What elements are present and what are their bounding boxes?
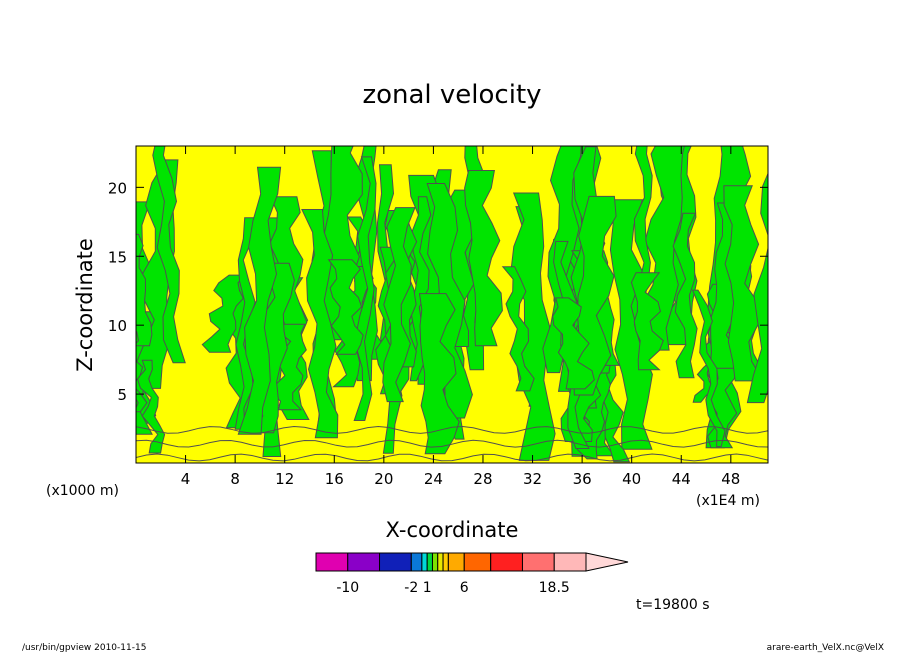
y-tick-label: 10 <box>108 317 127 335</box>
x-tick-label: 4 <box>181 470 191 488</box>
plot-frame <box>135 145 769 464</box>
colorbar-tick-label: 18.5 <box>539 580 570 596</box>
negative-region <box>152 146 186 364</box>
y-axis-ticks: 5 10 15 20 <box>108 179 768 404</box>
near-surface-contour <box>136 439 768 448</box>
colorbar-swatch <box>521 552 555 572</box>
x-tick-label: 24 <box>424 470 443 488</box>
negative-region <box>552 297 595 390</box>
colorbar-tick-label: -2 <box>404 580 418 596</box>
x-tick-label: 32 <box>523 470 542 488</box>
negative-region <box>672 212 698 379</box>
colorbar-swatch <box>379 552 412 572</box>
y-tick-label: 5 <box>117 386 127 404</box>
colorbar-swatch <box>347 552 381 572</box>
colorbar-swatch <box>410 552 423 572</box>
x-axis-label: X-coordinate <box>386 518 519 542</box>
plot-area <box>136 146 768 463</box>
y-axis-label: Z-coordinate <box>73 238 97 372</box>
colorbar-swatch <box>431 552 439 572</box>
velocity-field <box>136 146 768 463</box>
negative-region <box>136 233 153 347</box>
chart-title: zonal velocity <box>362 80 541 110</box>
negative-region <box>136 330 148 413</box>
x-tick-label: 28 <box>473 470 492 488</box>
x-unit-label: (x1E4 m) <box>696 493 760 509</box>
colorbar-swatch <box>421 552 428 572</box>
near-surface-contour <box>136 453 768 462</box>
colorbar-swatch <box>463 552 492 572</box>
negative-region <box>691 289 726 448</box>
colorbar-tick-label: 6 <box>460 580 469 596</box>
negative-region <box>327 259 364 355</box>
colorbar-tick-label: -10 <box>336 580 359 596</box>
negative-region <box>418 293 460 455</box>
negative-region <box>301 209 339 439</box>
colorbar-swatch <box>437 552 444 572</box>
near-surface-contour <box>136 425 768 434</box>
z-unit-label: (x1000 m) <box>46 483 119 499</box>
negative-region <box>746 172 768 404</box>
colorbar: -10 -2 1 6 18.5 <box>315 552 629 596</box>
y-tick-label: 20 <box>108 179 127 197</box>
colorbar-swatch <box>315 552 349 572</box>
y-tick-label: 15 <box>108 248 127 266</box>
negative-region <box>464 170 503 347</box>
negative-region <box>723 185 764 382</box>
negative-region <box>382 207 416 403</box>
x-tick-label: 12 <box>275 470 294 488</box>
time-label: t=19800 s <box>636 597 710 613</box>
colorbar-swatch <box>553 552 587 572</box>
footer-right: arare-earth_VelX.nc@VelX <box>766 643 884 653</box>
negative-region <box>353 156 377 421</box>
negative-region <box>237 166 282 435</box>
colorbar-swatch <box>426 552 433 572</box>
negative-region <box>630 272 664 371</box>
negative-region <box>136 359 166 454</box>
x-tick-label: 48 <box>721 470 740 488</box>
x-tick-label: 16 <box>325 470 344 488</box>
x-tick-label: 20 <box>374 470 393 488</box>
x-tick-label: 44 <box>672 470 691 488</box>
negative-region <box>501 266 535 392</box>
x-tick-label: 40 <box>622 470 641 488</box>
colorbar-swatch <box>442 552 449 572</box>
colorbar-tick-label: 1 <box>423 580 432 596</box>
colorbar-swatch <box>447 552 465 572</box>
footer-left: /usr/bin/gpview 2010-11-15 <box>22 643 147 653</box>
colorbar-extension-arrow <box>585 552 629 572</box>
colorbar-swatch <box>490 552 523 572</box>
negative-region <box>270 323 307 411</box>
x-axis-ticks: 4 8 12 16 20 24 28 32 36 40 44 48 <box>181 146 740 488</box>
x-tick-label: 8 <box>230 470 240 488</box>
x-tick-label: 36 <box>573 470 592 488</box>
negative-region <box>609 199 653 450</box>
